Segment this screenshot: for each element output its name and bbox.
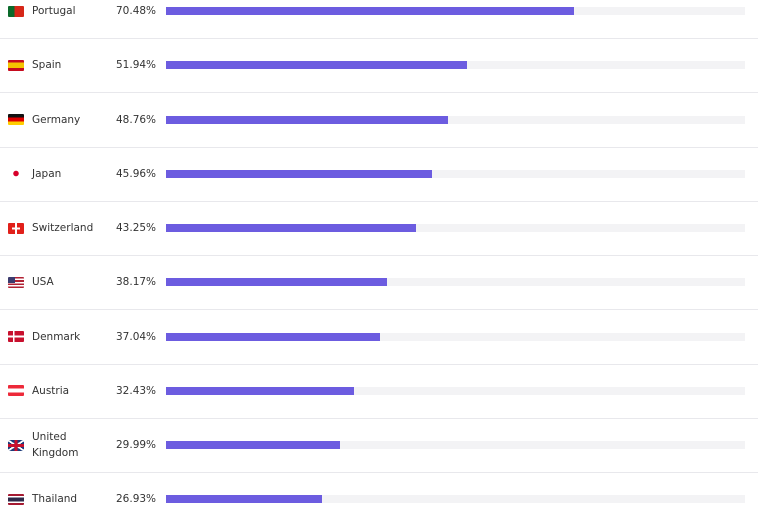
bar-track (166, 61, 745, 70)
separator (0, 417, 758, 419)
value-label: 43.25% (116, 222, 157, 234)
flag (8, 5, 24, 17)
value-label: 38.17% (116, 276, 157, 289)
country-name: USA (32, 276, 54, 289)
separator (0, 146, 758, 148)
flag (8, 385, 24, 397)
row: Germany 48.76% (0, 93, 758, 147)
bar (166, 224, 417, 232)
bar-track (166, 386, 745, 395)
value-label: 51.94% (116, 59, 157, 72)
bar-track (166, 332, 745, 341)
value-label: 37.04% (116, 330, 157, 343)
row: Switzerland 43.25% (0, 201, 758, 255)
separator (0, 255, 758, 256)
bar (166, 495, 322, 504)
bar (166, 61, 467, 70)
country-name: Thailand (32, 493, 78, 506)
country-name: Spain (32, 59, 62, 72)
value-label: 48.76% (116, 113, 157, 126)
value-label: 32.43% (116, 384, 157, 397)
bar (166, 332, 381, 341)
country-name: Portugal (32, 5, 76, 17)
flag (8, 168, 24, 180)
row: Portugal 70.48% (0, 0, 758, 38)
country-name: Japan (32, 167, 62, 180)
country-name: United Kingdom (32, 431, 79, 459)
flag (8, 114, 24, 125)
bar-track (166, 495, 745, 504)
bar-track (166, 224, 745, 232)
bar-track (166, 7, 745, 15)
bar-track (166, 278, 745, 287)
bar-track (166, 169, 745, 178)
row: Austria 32.43% (0, 364, 758, 418)
flag (8, 493, 24, 505)
separator (0, 200, 758, 202)
bar (166, 169, 433, 178)
row: Denmark 37.04% (0, 310, 758, 364)
value-label: 26.93% (116, 493, 157, 506)
separator (0, 38, 758, 39)
row: Japan 45.96% (0, 147, 758, 201)
country-name: Austria (32, 384, 70, 397)
bar (166, 115, 449, 124)
separator (0, 92, 758, 94)
bar (166, 386, 354, 395)
country-name: Germany (32, 113, 81, 126)
bar (166, 441, 340, 449)
separator (0, 363, 758, 365)
bar (166, 278, 387, 287)
country-name: Switzerland (32, 222, 94, 234)
value-label: 29.99% (116, 439, 157, 451)
country-name: Denmark (32, 330, 81, 343)
value-label: 70.48% (116, 5, 157, 17)
bar (166, 7, 575, 15)
flag (8, 331, 24, 342)
separator (0, 309, 758, 311)
flag (8, 439, 24, 451)
flag (8, 222, 24, 234)
row: Spain 51.94% (0, 38, 758, 92)
bar-track (166, 115, 745, 124)
bar-track (166, 441, 745, 449)
row: USA 38.17% (0, 255, 758, 309)
separator (0, 472, 758, 473)
flag (8, 59, 24, 71)
flag (8, 276, 24, 288)
row: United Kingdom 29.99% (0, 418, 758, 472)
value-label: 45.96% (116, 167, 157, 180)
row: Thailand 26.93% (0, 472, 758, 526)
